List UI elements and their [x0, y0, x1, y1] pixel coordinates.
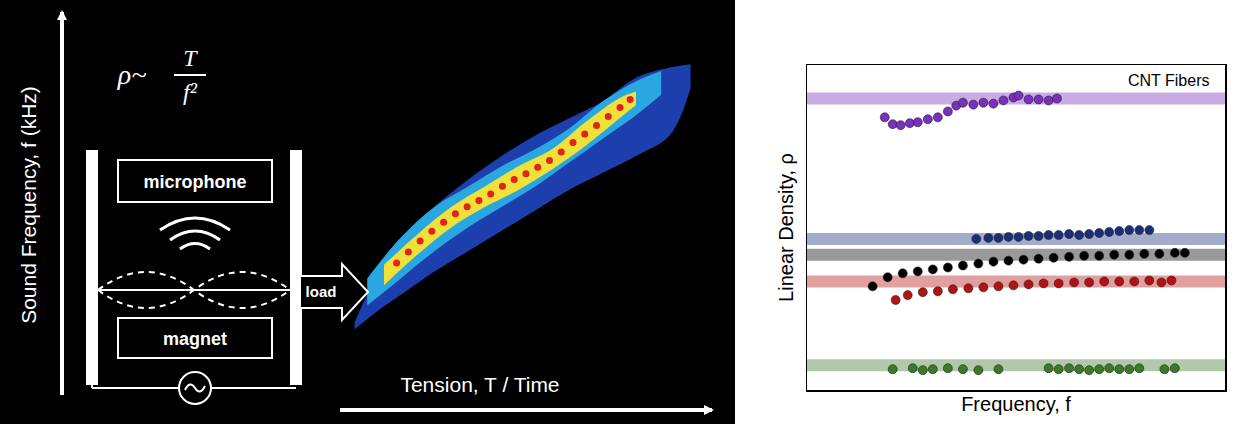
svg-text:microphone: microphone: [143, 172, 246, 192]
svg-text:load: load: [306, 283, 337, 300]
svg-text:CNT Fibers: CNT Fibers: [1128, 72, 1210, 89]
svg-text:ρ~: ρ~: [117, 59, 147, 90]
svg-text:Frequency, f: Frequency, f: [961, 393, 1071, 415]
svg-text:Tension, T / Time: Tension, T / Time: [400, 373, 559, 396]
svg-text:T: T: [183, 45, 198, 71]
svg-text:f²: f²: [183, 79, 198, 105]
svg-text:Linear Density, ρ: Linear Density, ρ: [775, 153, 797, 302]
svg-text:Sound Frequency, f (kHz): Sound Frequency, f (kHz): [17, 86, 40, 324]
svg-text:magnet: magnet: [163, 329, 227, 349]
